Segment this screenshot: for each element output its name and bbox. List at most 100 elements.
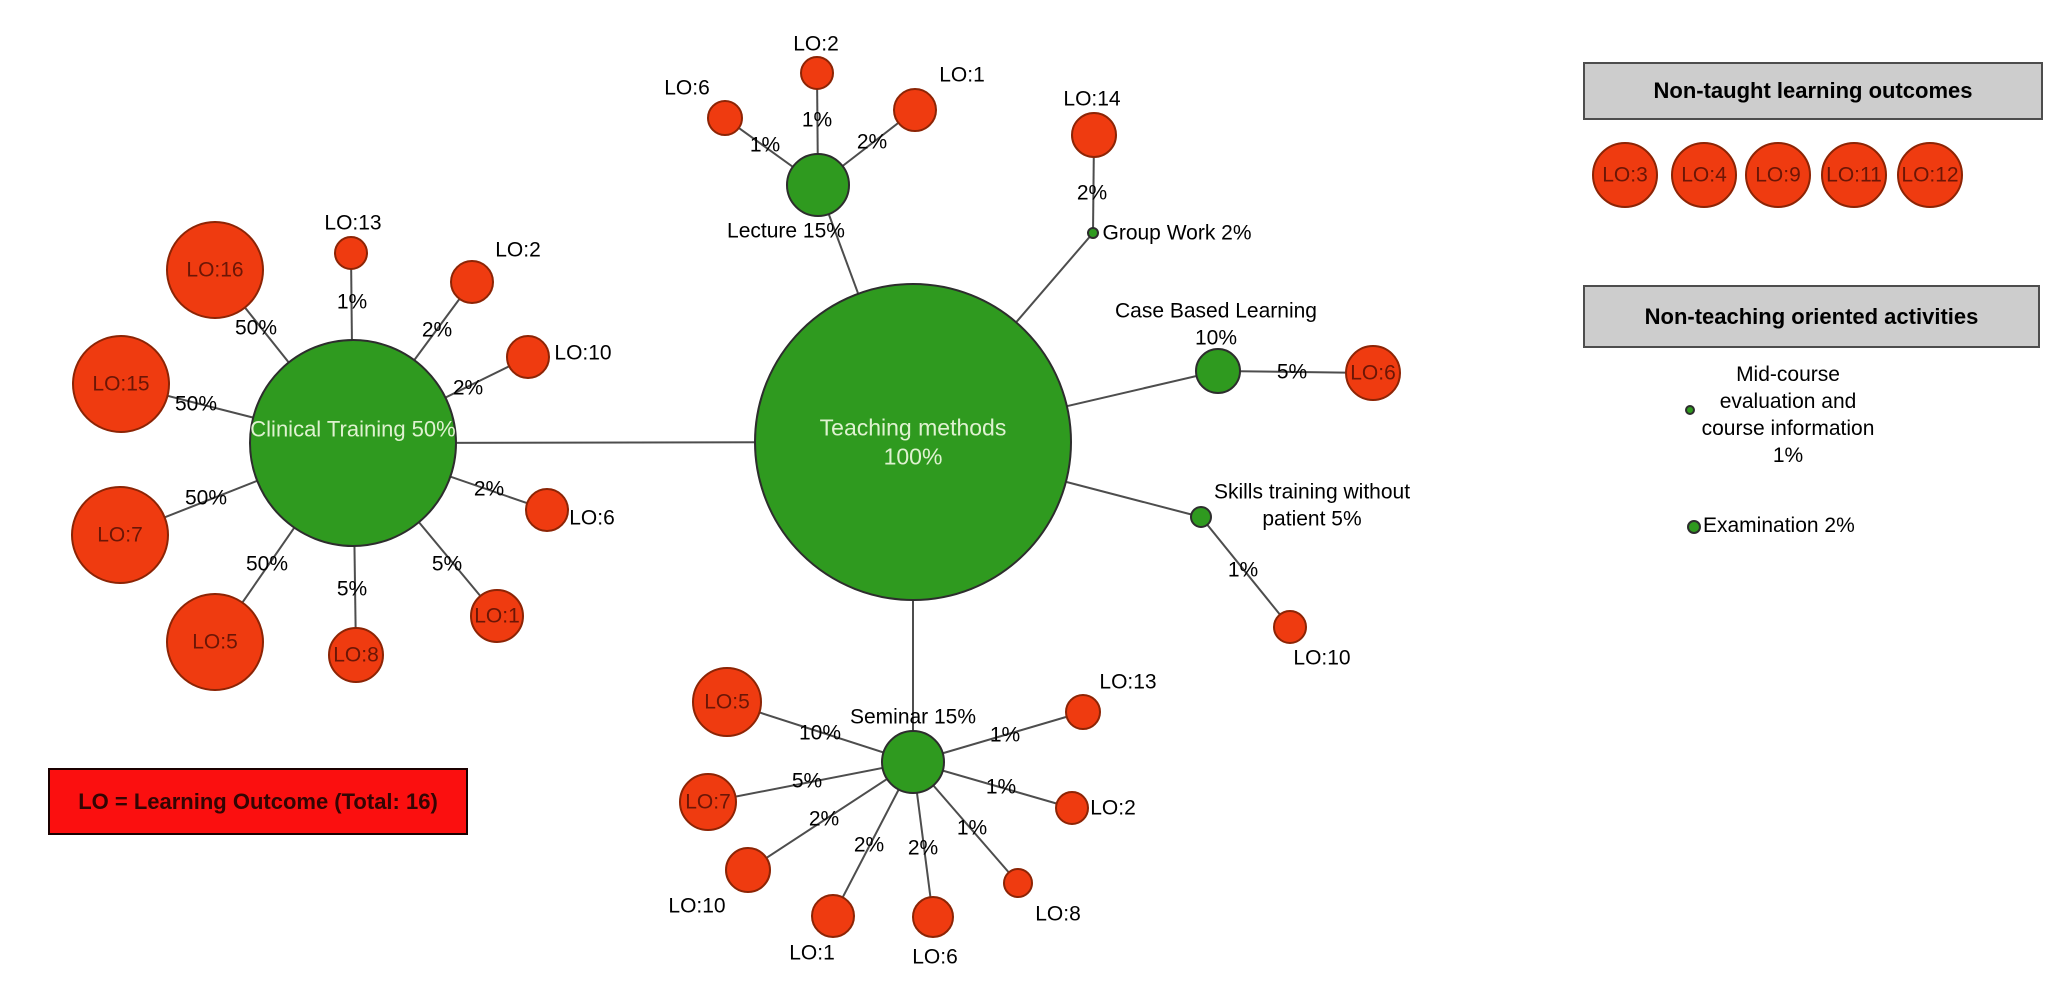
- node-label-se-lo7: LO:7: [685, 791, 731, 814]
- node-clinical: [249, 339, 457, 547]
- node-label-c-lo8: LO:8: [333, 644, 379, 667]
- node-label-l-lo2: LO:2: [793, 33, 839, 56]
- node-label-l-lo6: LO:6: [664, 77, 710, 100]
- node-g-lo14: [1071, 112, 1117, 158]
- node-s-lo10: [1273, 610, 1307, 644]
- node-nt-lo9: [1745, 142, 1811, 208]
- node-se-lo2: [1055, 791, 1089, 825]
- node-lecture: [786, 153, 850, 217]
- edge-label-clinical-c-lo2: 2%: [422, 319, 452, 342]
- node-label-c-lo13: LO:13: [324, 212, 381, 235]
- node-l-lo6: [707, 100, 743, 136]
- edge-label-clinical-c-lo15: 50%: [175, 393, 217, 416]
- edge-label-clinical-c-lo1: 5%: [432, 553, 462, 576]
- node-se-lo1: [811, 894, 855, 938]
- node-se-lo6: [912, 896, 954, 938]
- edge-label-seminar-se-lo5: 10%: [799, 722, 841, 745]
- edge-label-seminar-se-lo1: 2%: [854, 834, 884, 857]
- node-label-c-lo1: LO:1: [474, 605, 520, 628]
- node-nt-lo11: [1821, 142, 1887, 208]
- node-c-lo1: [470, 589, 524, 643]
- node-label-nt-lo11: LO:11: [1826, 164, 1882, 187]
- node-skills: [1190, 506, 1212, 528]
- edge-label-skills-s-lo10: 1%: [1228, 559, 1258, 582]
- midcourse-line-2: evaluation and: [1719, 390, 1857, 413]
- edge-label-clinical-c-lo8: 5%: [337, 578, 367, 601]
- node-label-c-lo2: LO:2: [495, 239, 541, 262]
- node-midcourse-dot: [1685, 405, 1695, 415]
- node-c-lo13: [334, 236, 368, 270]
- edge-label-clinical-c-lo5: 50%: [246, 553, 288, 576]
- node-groupwork: [1087, 227, 1099, 239]
- edge-seminar-se-lo10: [747, 761, 914, 871]
- edge-label-groupwork-g-lo14: 2%: [1077, 182, 1107, 205]
- node-label-c-lo15: LO:15: [92, 373, 149, 396]
- node-label-skills-line1: Skills training without: [1214, 481, 1410, 504]
- edge-label-seminar-se-lo8: 1%: [957, 817, 987, 840]
- edge-label-clinical-c-lo7: 50%: [185, 487, 227, 510]
- node-label-teaching-line2: 100%: [884, 444, 943, 470]
- node-label-casebased-line2: 10%: [1195, 327, 1237, 350]
- edge-label-clinical-c-lo10: 2%: [453, 377, 483, 400]
- node-label-c-lo5: LO:5: [192, 631, 238, 654]
- node-label-seminar: Seminar 15%: [850, 706, 976, 729]
- examination-entry: Examination 2%: [1703, 514, 1855, 538]
- edge-label-seminar-se-lo7: 5%: [792, 770, 822, 793]
- edge-label-lecture-l-lo2: 1%: [802, 109, 832, 132]
- node-l-lo1: [893, 88, 937, 132]
- node-label-se-lo10: LO:10: [668, 895, 725, 918]
- node-label-c-lo10: LO:10: [554, 342, 611, 365]
- midcourse-line-1: Mid-course: [1736, 363, 1840, 386]
- node-label-l-lo1: LO:1: [939, 64, 985, 87]
- non-teaching-panel: Non-teaching oriented activities: [1583, 285, 2040, 348]
- node-se-lo10: [725, 847, 771, 893]
- edge-label-clinical-c-lo13: 1%: [337, 291, 367, 314]
- node-l-lo2: [800, 56, 834, 90]
- edge-label-seminar-se-lo2: 1%: [986, 776, 1016, 799]
- midcourse-line-4: 1%: [1772, 444, 1804, 467]
- node-c-lo2: [450, 260, 494, 304]
- node-se-lo8: [1003, 868, 1033, 898]
- node-c-lo7: [71, 486, 169, 584]
- edge-label-seminar-se-lo10: 2%: [809, 808, 839, 831]
- lo-footnote-box: LO = Learning Outcome (Total: 16): [48, 768, 468, 835]
- node-label-c-lo16: LO:16: [186, 259, 243, 282]
- node-teaching: [754, 283, 1072, 601]
- node-label-se-lo1: LO:1: [789, 942, 835, 965]
- node-label-clinical: Clinical Training 50%: [250, 417, 455, 442]
- edge-label-clinical-c-lo16: 50%: [235, 317, 277, 340]
- node-label-nt-lo4: LO:4: [1681, 164, 1727, 187]
- edge-label-casebased-cb-lo6: 5%: [1277, 361, 1307, 384]
- node-cb-lo6: [1345, 345, 1401, 401]
- node-c-lo16: [166, 221, 264, 319]
- node-se-lo7: [679, 773, 737, 831]
- node-label-cb-lo6: LO:6: [1350, 362, 1396, 385]
- node-label-se-lo8: LO:8: [1035, 903, 1081, 926]
- node-c-lo5: [166, 593, 264, 691]
- node-nt-lo4: [1671, 142, 1737, 208]
- node-label-se-lo5: LO:5: [704, 691, 750, 714]
- non-taught-panel: Non-taught learning outcomes: [1583, 62, 2043, 120]
- edge-label-lecture-l-lo1: 2%: [857, 131, 887, 154]
- examination-label: Examination 2%: [1703, 514, 1855, 537]
- midcourse-line-3: course information: [1701, 417, 1875, 440]
- node-nt-lo3: [1592, 142, 1658, 208]
- node-c-lo10: [506, 335, 550, 379]
- node-label-se-lo13: LO:13: [1099, 671, 1156, 694]
- node-se-lo5: [692, 667, 762, 737]
- edge-label-seminar-se-lo6: 2%: [908, 837, 938, 860]
- node-c-lo8: [328, 627, 384, 683]
- node-label-groupwork: Group Work 2%: [1103, 222, 1252, 245]
- node-label-nt-lo3: LO:3: [1602, 164, 1648, 187]
- node-label-s-lo10: LO:10: [1293, 647, 1350, 670]
- edge-label-lecture-l-lo6: 1%: [750, 134, 780, 157]
- non-taught-panel-title: Non-taught learning outcomes: [1653, 78, 1973, 103]
- node-label-g-lo14: LO:14: [1063, 88, 1121, 111]
- edge-skills-s-lo10: [1200, 516, 1291, 628]
- node-se-lo13: [1065, 694, 1101, 730]
- node-label-c-lo6: LO:6: [569, 507, 615, 530]
- edge-label-seminar-se-lo13: 1%: [990, 724, 1020, 747]
- node-label-skills-line2: patient 5%: [1262, 508, 1361, 531]
